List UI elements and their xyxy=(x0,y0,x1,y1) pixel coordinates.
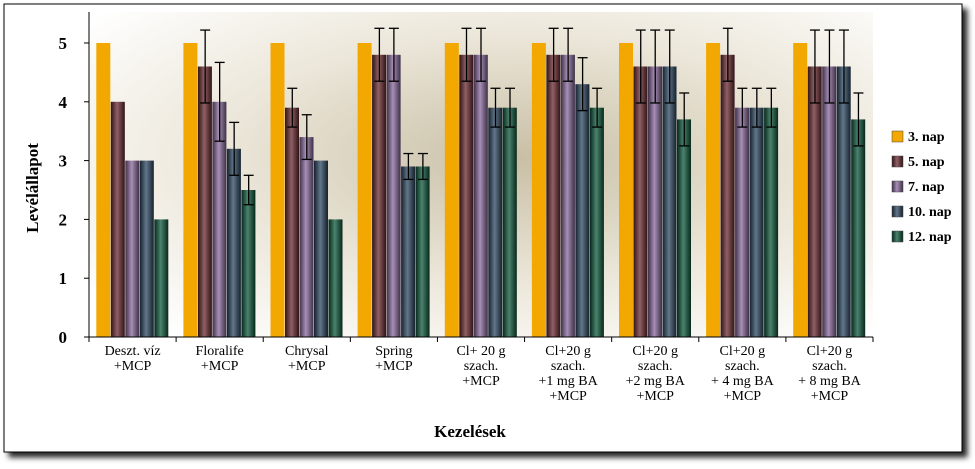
x-tick-label: Deszt. víz +MCP xyxy=(105,344,161,374)
bar xyxy=(546,54,561,338)
bar xyxy=(270,43,285,337)
y-tick-label: 3 xyxy=(59,152,68,171)
bar xyxy=(299,137,314,337)
x-tick-label: Cl+ 20 g szach. +MCP xyxy=(456,344,505,389)
legend-label: 7. nap xyxy=(908,180,945,195)
x-tick-label: Cl+20 g szach. +1 mg BA +MCP xyxy=(538,344,598,404)
legend-swatch xyxy=(891,180,904,193)
bar xyxy=(589,107,604,337)
bar xyxy=(314,160,328,337)
bar xyxy=(154,219,169,337)
bar xyxy=(328,219,343,337)
bar xyxy=(793,43,808,337)
bar xyxy=(415,166,430,337)
legend-swatch xyxy=(891,230,904,243)
error-bars-layer xyxy=(200,27,864,206)
y-tick-label: 2 xyxy=(59,210,68,229)
legend-swatch xyxy=(891,155,904,168)
legend-swatch xyxy=(891,130,904,143)
bar xyxy=(386,54,401,338)
x-tick-label: Spring +MCP xyxy=(375,344,413,374)
bar xyxy=(110,101,125,337)
x-tick-label: Floralife +MCP xyxy=(196,344,244,374)
legend-swatch xyxy=(891,205,904,218)
bar xyxy=(96,43,111,337)
x-axis-title: Kezelések xyxy=(434,422,506,441)
bar xyxy=(459,54,474,338)
bar xyxy=(807,66,822,337)
axes-layer: 0 1 2 3 4 5 Deszt. víz +MCP Floralife +MCP Chrysal… xyxy=(59,12,874,404)
bar xyxy=(749,107,764,337)
bar xyxy=(502,107,517,337)
bar xyxy=(735,107,750,337)
bar xyxy=(197,66,212,337)
bar xyxy=(677,119,691,338)
bar xyxy=(575,84,590,337)
bar xyxy=(212,101,227,337)
bar xyxy=(851,119,866,338)
bar xyxy=(560,54,575,338)
bar xyxy=(720,54,735,338)
bar xyxy=(662,66,677,337)
legend-label: 12. nap xyxy=(908,230,952,245)
bar xyxy=(285,107,299,337)
bar xyxy=(372,54,387,338)
bar xyxy=(633,66,648,337)
legend-label: 3. nap xyxy=(908,130,945,145)
x-tick-label: Cl+20 g szach. + 4 mg BA +MCP xyxy=(711,344,775,404)
x-tick-label: Cl+20 g szach. + 8 mg BA +MCP xyxy=(798,344,862,404)
legend: 3. nap 5. nap 7. nap 10. nap 12. nap xyxy=(891,130,952,245)
bar xyxy=(488,107,503,337)
legend-label: 5. nap xyxy=(908,155,945,170)
bar xyxy=(531,43,546,337)
bars-layer xyxy=(96,43,866,338)
y-tick-label: 5 xyxy=(59,34,68,53)
legend-label: 10. nap xyxy=(908,205,952,220)
bar xyxy=(473,54,488,338)
bar xyxy=(836,66,851,337)
bar xyxy=(401,166,416,337)
bar xyxy=(241,190,256,337)
x-tick-label: Chrysal +MCP xyxy=(285,344,329,374)
bar xyxy=(619,43,633,337)
bar xyxy=(764,107,779,337)
y-tick-label: 1 xyxy=(59,269,68,288)
bar xyxy=(706,43,721,337)
bar xyxy=(226,148,241,337)
bar xyxy=(357,43,372,337)
y-tick-label: 4 xyxy=(59,93,68,112)
x-tick-label: Cl+20 g szach. +2 mg BA +MCP xyxy=(626,344,686,404)
bar xyxy=(125,160,140,337)
y-tick-label: 0 xyxy=(59,328,68,347)
y-axis-title: Levélállapot xyxy=(23,143,42,233)
bar xyxy=(444,43,459,337)
bar xyxy=(183,43,198,337)
bar xyxy=(139,160,154,337)
bar xyxy=(822,66,837,337)
bar xyxy=(648,66,662,337)
